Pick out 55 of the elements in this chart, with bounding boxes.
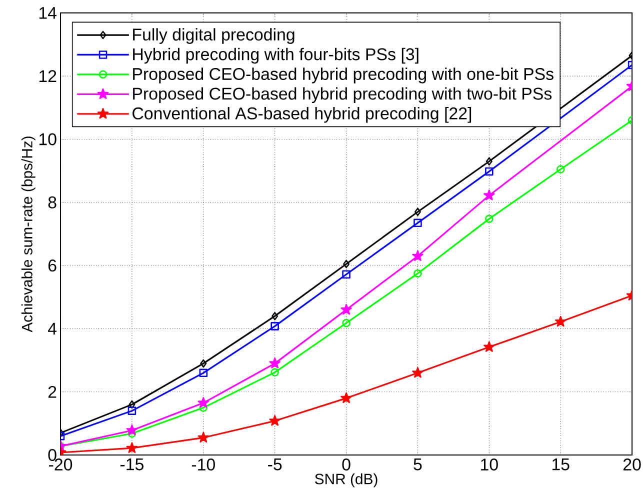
point <box>412 367 424 378</box>
y-tick-label: 4 <box>48 322 57 335</box>
point <box>484 190 495 200</box>
y-tick-label: 6 <box>48 260 56 272</box>
point <box>199 404 208 412</box>
x-tick-label: -20 <box>49 458 72 471</box>
point <box>199 368 208 378</box>
point <box>554 316 566 327</box>
legend-label: Proposed CEO-based hybrid precoding with one-bit PSs <box>133 68 554 84</box>
point <box>128 406 136 416</box>
point <box>270 368 279 377</box>
point <box>556 165 565 174</box>
point <box>270 322 279 330</box>
point <box>484 341 495 352</box>
point <box>198 432 210 443</box>
legend-label: Conventional AS-based hybrid precoding [22] <box>132 107 472 123</box>
x-tick-label: -15 <box>120 458 144 470</box>
point <box>486 157 492 166</box>
point <box>414 269 422 278</box>
x-tick-label: 5 <box>414 458 422 470</box>
x-tick-label: -5 <box>268 458 282 470</box>
x-tick-label: 15 <box>552 458 570 470</box>
x-tick-label: -10 <box>192 458 215 471</box>
point <box>412 250 424 262</box>
point <box>340 304 352 315</box>
point <box>126 442 138 454</box>
x-tick-label: 10 <box>481 458 498 471</box>
x-tick-label: 20 <box>623 458 641 471</box>
point <box>272 312 278 320</box>
y-tick-label: 0 <box>48 449 56 462</box>
point <box>485 214 494 224</box>
point <box>485 167 494 176</box>
y-tick-label: 14 <box>39 7 57 19</box>
y-tick-label: 8 <box>48 196 56 208</box>
legend-label: Fully digital precoding <box>133 28 294 44</box>
x-axis-title: SNR (dB) <box>315 473 378 488</box>
y-axis-title: Achievable sum-rate (bps/Hz) <box>21 136 36 332</box>
point <box>200 359 207 368</box>
point <box>342 318 350 328</box>
point <box>269 358 280 368</box>
point <box>128 400 136 409</box>
point <box>414 218 422 228</box>
point <box>340 392 352 404</box>
point <box>414 208 421 216</box>
point <box>269 415 280 426</box>
legend-label: Hybrid precoding with four-bits PSs [3] <box>133 48 418 64</box>
point <box>342 270 350 279</box>
point <box>343 260 350 268</box>
y-tick-label: 12 <box>39 70 56 82</box>
point <box>198 397 210 408</box>
legend-label: Proposed CEO-based hybrid precoding with two-bit PSs <box>133 87 552 104</box>
y-tick-label: 10 <box>39 133 56 146</box>
point <box>126 424 138 436</box>
x-tick-label: 0 <box>342 458 350 471</box>
y-tick-label: 2 <box>48 386 56 398</box>
